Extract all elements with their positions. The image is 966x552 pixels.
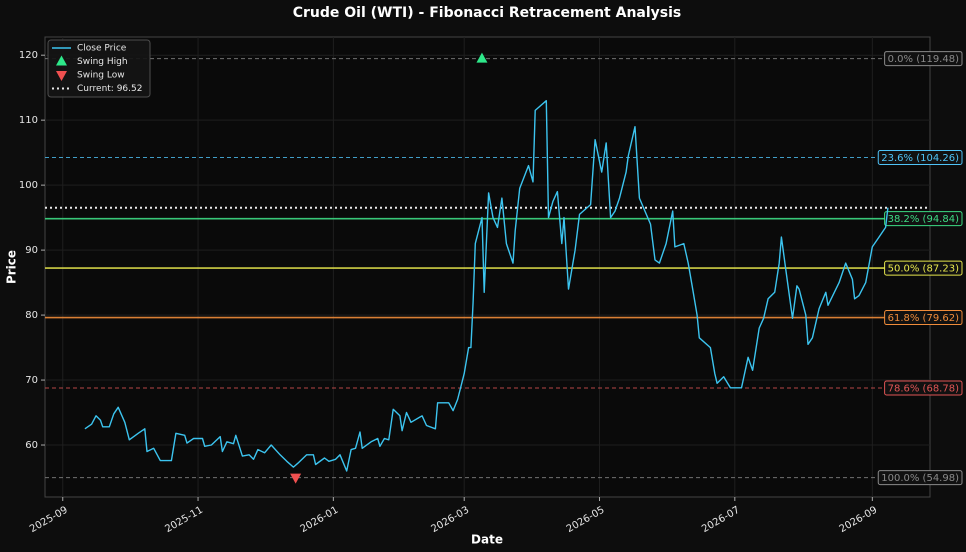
y-tick-label: 80 <box>25 310 38 321</box>
y-tick-label: 110 <box>19 115 38 126</box>
y-tick-label: 90 <box>25 245 38 256</box>
y-tick-label: 120 <box>19 50 38 61</box>
chart-title: Crude Oil (WTI) - Fibonacci Retracement … <box>293 5 682 21</box>
fib-label-text: 78.6% (68.78) <box>888 383 959 394</box>
fib-label-text: 100.0% (54.98) <box>881 473 959 484</box>
fib-label-box <box>877 470 963 486</box>
fib-label-text: 50.0% (87.23) <box>888 264 959 275</box>
plot-area <box>44 36 931 498</box>
y-axis-title: Price <box>5 250 19 284</box>
swing-marker <box>290 473 302 484</box>
legend-box <box>47 39 151 98</box>
fib-label-text: 38.2% (94.84) <box>888 214 959 225</box>
fib-label-text: 0.0% (119.48) <box>888 54 959 65</box>
fib-label-text: 61.8% (79.62) <box>888 313 959 324</box>
legend-label: Swing High <box>77 57 128 67</box>
fib-label-box <box>884 380 963 396</box>
fib-label-box <box>884 211 963 227</box>
fib-level-label: 100.0% (54.98) <box>877 470 963 486</box>
fib-level-label: 50.0% (87.23) <box>884 260 963 276</box>
legend-swatch <box>56 71 67 81</box>
fib-label-text: 23.6% (104.26) <box>881 153 959 164</box>
swing-marker <box>476 52 488 63</box>
legend-swatch <box>56 55 67 66</box>
fib-level-label: 78.6% (68.78) <box>884 380 963 396</box>
fib-level-label: 38.2% (94.84) <box>884 211 963 227</box>
y-tick-label: 60 <box>25 440 38 451</box>
price-line <box>84 100 889 472</box>
y-tick-label: 70 <box>25 375 38 386</box>
fib-label-box <box>884 310 963 326</box>
fib-label-box <box>877 149 963 165</box>
fib-label-box <box>884 260 963 276</box>
y-tick-label: 100 <box>19 180 38 191</box>
fib-level-label: 23.6% (104.26) <box>877 149 963 165</box>
legend-label: Swing Low <box>77 71 125 81</box>
fib-level-label: 0.0% (119.48) <box>884 51 963 67</box>
fib-label-box <box>884 51 963 67</box>
fib-level-label: 61.8% (79.62) <box>884 310 963 326</box>
legend-label: Current: 96.52 <box>77 84 142 94</box>
x-axis-title: Date <box>471 533 503 547</box>
legend-label: Close Price <box>77 44 127 54</box>
legend: Close Price Swing High Swing Low Current: 9… <box>47 39 151 98</box>
